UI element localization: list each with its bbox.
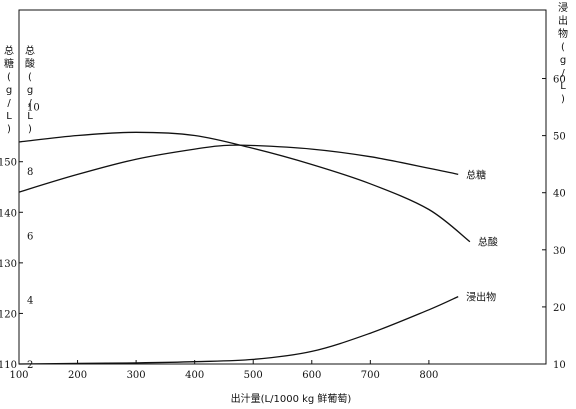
right-axis-ticks: 10 20 30 40 50 60 xyxy=(542,75,566,371)
acid-tick-label: 10 xyxy=(27,103,40,114)
x-axis-label: 出汁量(L/1000 kg 鲜葡萄) xyxy=(231,392,352,405)
x-tick-label: 600 xyxy=(302,370,321,381)
extract-axis-title-char: ( xyxy=(561,42,565,53)
x-tick-label: 100 xyxy=(9,370,28,381)
extract-axis-title: 浸出物 ( g / L) xyxy=(558,2,568,105)
sugar-axis-title-char: / xyxy=(7,98,11,109)
acid-axis-title-char: 酸 xyxy=(25,57,35,70)
acid-tick-label: 8 xyxy=(27,167,33,178)
x-tick-label: 200 xyxy=(68,370,87,381)
extract-tick-label: 20 xyxy=(553,303,566,314)
sugar-tick-label: 140 xyxy=(0,208,17,219)
extract-tick-label: 50 xyxy=(553,132,566,143)
sugar-tick-label: 120 xyxy=(0,309,17,320)
sugar-axis-title-char: 糖 xyxy=(4,57,14,70)
sugar-axis-title-char: ( xyxy=(7,72,11,83)
acid-axis-title-char: ( xyxy=(28,72,32,83)
series-line-acid xyxy=(18,131,471,243)
series-line-sugar xyxy=(18,144,459,193)
sugar-tick-label: 130 xyxy=(0,259,17,270)
sugar-axis-title-char: 总 xyxy=(4,44,14,57)
plot-frame xyxy=(18,9,547,365)
acid-axis-title-char: 总 xyxy=(25,44,35,57)
acid-axis-title-char: g xyxy=(27,85,33,96)
extract-tick-label: 60 xyxy=(553,75,566,86)
sugar-axis-title-char: L xyxy=(6,111,12,122)
left-axis-ticks: 110 120 130 140 150 2 4 6 8 10 xyxy=(0,103,40,371)
extract-axis-title-char: 物 xyxy=(558,27,568,40)
x-tick-label: 400 xyxy=(185,370,204,381)
acid-axis-title-char: ) xyxy=(28,124,32,135)
extract-tick-label: 30 xyxy=(553,246,566,257)
series-label-extract: 浸出物 xyxy=(466,291,496,304)
series-curves xyxy=(18,131,471,365)
extract-axis-title-char: 浸 xyxy=(558,2,568,14)
x-tick-label: 800 xyxy=(419,370,438,381)
sugar-axis-title-char: ) xyxy=(7,124,11,135)
acid-axis-title-char: / xyxy=(28,98,32,109)
extract-axis-title-char: g xyxy=(560,55,566,66)
series-label-acid: 总酸 xyxy=(478,236,498,249)
x-tick-label: 500 xyxy=(244,370,263,381)
sugar-tick-label: 110 xyxy=(0,360,17,371)
series-label-sugar: 总糖 xyxy=(466,168,486,181)
series-line-extract xyxy=(18,296,459,365)
sugar-axis-title: 总糖 ( g / L) xyxy=(4,44,14,135)
sugar-tick-label: 150 xyxy=(0,158,17,169)
acid-tick-label: 4 xyxy=(27,296,33,307)
extract-axis-title-char: ) xyxy=(561,94,565,105)
extract-axis-title-char: 出 xyxy=(558,14,568,27)
acid-axis-title-char: L xyxy=(27,111,33,122)
acid-tick-label: 6 xyxy=(27,231,33,242)
sugar-axis-title-char: g xyxy=(6,85,12,96)
x-tick-label: 300 xyxy=(127,370,146,381)
extract-axis-title-char: / xyxy=(561,68,565,79)
axis-titles: 总糖 ( g / L) 总酸 ( g / L) 浸出物 ( g / L) xyxy=(4,2,568,135)
x-tick-label: 700 xyxy=(361,370,380,381)
extract-axis-title-char: L xyxy=(560,81,566,92)
extract-tick-label: 40 xyxy=(553,189,566,200)
acid-tick-label: 2 xyxy=(27,360,33,371)
extract-tick-label: 10 xyxy=(553,360,566,371)
x-axis-ticks: 100 200 300 400 500 600 700 800 xyxy=(9,360,438,381)
acid-axis-title: 总酸 ( g / L) xyxy=(25,44,35,135)
